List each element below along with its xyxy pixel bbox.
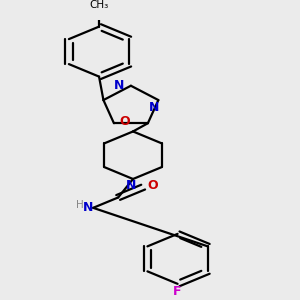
Text: O: O (119, 115, 130, 128)
Text: N: N (126, 179, 136, 192)
Text: F: F (173, 285, 182, 298)
Text: H: H (76, 200, 83, 210)
Text: O: O (147, 179, 158, 192)
Text: N: N (149, 101, 159, 114)
Text: CH₃: CH₃ (89, 0, 109, 10)
Text: N: N (114, 79, 124, 92)
Text: N: N (82, 201, 93, 214)
